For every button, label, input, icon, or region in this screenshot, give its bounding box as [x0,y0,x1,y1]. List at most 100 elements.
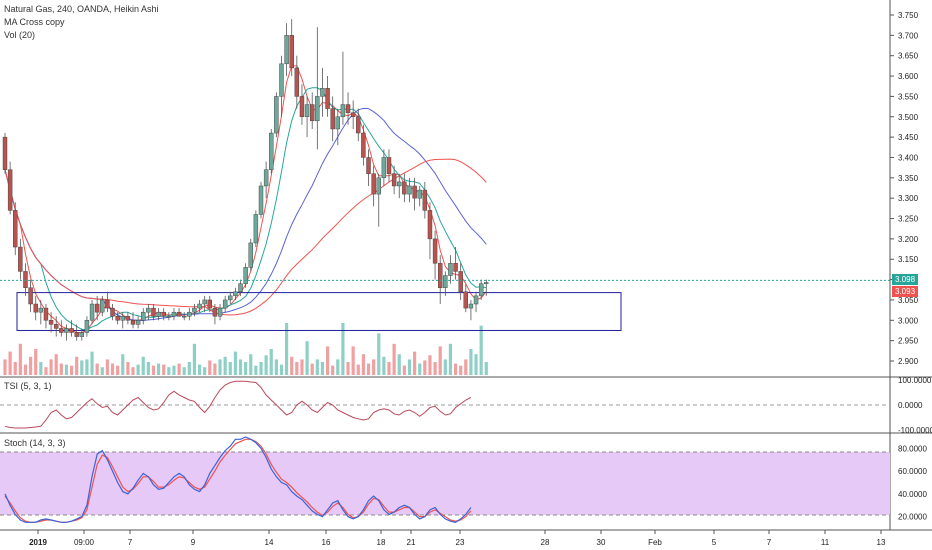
volume-bar [90,351,94,375]
volume-bar [453,363,458,375]
volume-bar [274,359,278,375]
volume-bar [377,333,381,375]
volume-bar [479,325,483,375]
time-tick-label: 13 [877,538,886,547]
stoch-axis[interactable]: 80.0000 60.0000 40.0000 20.0000 [898,444,927,521]
candle-body [43,307,49,321]
volume-bar [121,354,125,375]
volume-bar [423,360,427,375]
candle-body [7,169,13,211]
price-tick-label: 3.300 [898,194,919,203]
candle-body [79,332,85,337]
stoch-label[interactable]: Stoch (14, 3, 3) [4,438,66,448]
candle-body [304,104,310,117]
candle-body [453,263,458,272]
price-axis[interactable]: 3.750 3.700 3.650 3.600 3.550 3.500 3.450 3.400… [890,11,919,366]
volume-bar [167,367,171,375]
stoch-tick-label: 60.0000 [898,467,927,476]
volume-bar [110,363,115,375]
price-tick-label: 3.400 [898,153,919,162]
candle-body [94,303,100,313]
volume-bar [39,362,43,375]
time-tick-label: 14 [265,538,274,547]
candle-body [315,96,320,122]
candle-body [243,267,248,284]
volume-bar [197,364,202,375]
volume-bar [192,343,197,375]
volume-bar [95,363,99,375]
candle-body [64,328,69,333]
volume-bar [116,365,120,375]
candle-body [161,311,166,317]
candle-body [289,35,294,69]
time-tick-label: 5 [712,538,717,547]
candle-body [156,311,161,317]
volume-bar [8,351,12,375]
candle-body [366,157,371,174]
volume-bar [433,362,437,375]
stoch-pane[interactable] [0,436,890,523]
volume-bar [136,364,140,375]
tsi-tick-label: 100.0000 [898,376,932,385]
candle-body [432,238,438,264]
price-zone-box[interactable] [16,292,622,331]
tsi-pane[interactable] [0,380,890,429]
volume-bar [75,356,79,375]
candle-body [335,116,340,130]
candle-body [166,316,172,318]
price-tick-label: 3.600 [898,72,919,81]
volume-bar [264,355,268,375]
candle-body [320,88,325,97]
volume-bar [59,363,63,375]
candle-body [23,271,28,288]
volume-bar [177,363,181,375]
tsi-axis[interactable]: 100.0000 0.0000 -100.0000 [898,376,932,435]
time-tick-label: Feb [648,538,662,547]
volume-bar [187,362,191,375]
close-price-tag: 3.093 [892,286,919,298]
candle-body [356,116,361,134]
time-axis[interactable]: 2019 09:00 7 9 14 16 18 21 23 28 30 Feb 5 7 11 13 [29,530,886,547]
volume-bar [100,367,104,375]
candle-body [59,328,64,333]
volume-bar [351,346,355,375]
volume-bar [315,359,319,375]
volume-bar [157,363,161,375]
volume-bar [151,365,156,375]
tsi-label[interactable]: TSI (5, 3, 1) [4,381,52,391]
time-tick-label: 7 [128,538,133,547]
time-tick-label: 11 [821,538,830,547]
candle-body [412,185,417,199]
volume-bar [295,362,299,375]
volume-bar [428,355,432,375]
volume-bar [203,367,207,375]
candle-body [340,104,346,117]
candle-body [2,136,8,170]
stoch-tick-label: 40.0000 [898,490,927,499]
ma-indicator-label[interactable]: MA Cross copy [4,17,65,27]
volume-bar [382,356,386,375]
time-tick-label: 21 [407,538,416,547]
price-tick-label: 3.550 [898,92,919,101]
volume-bar [223,356,227,375]
candle-body [13,210,18,248]
candle-body [110,307,115,317]
candle-body [217,307,223,317]
price-tick-label: 3.000 [898,316,919,325]
volume-bar [126,362,130,375]
candle-body [105,299,110,309]
volume-bar [366,363,371,375]
candle-body [376,177,381,195]
candle-body [371,173,376,195]
volume-bar [49,359,53,375]
volume-indicator-label[interactable]: Vol (20) [4,30,36,40]
candle-body [284,35,289,65]
candle-body [274,96,279,134]
price-tick-label: 3.700 [898,31,919,40]
volume-bar [290,356,294,375]
candle-body [141,311,146,321]
volume-bar [249,354,253,375]
time-tick-label: 9 [191,538,196,547]
volume-bar [402,365,406,375]
